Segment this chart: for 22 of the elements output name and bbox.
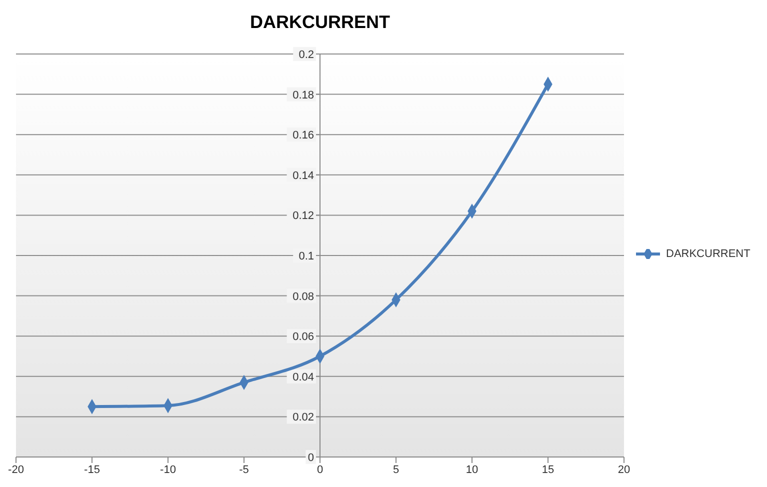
y-tick-label: 0.06 (292, 331, 314, 344)
x-tick-label: -10 (160, 464, 176, 476)
x-tick-label: 10 (466, 464, 478, 476)
x-tick-label: -20 (8, 464, 24, 476)
y-tick-label: 0.12 (292, 210, 314, 222)
y-tick-label: 0.2 (298, 49, 314, 61)
x-tick-label: 20 (618, 464, 630, 476)
x-tick-label: 0 (316, 464, 324, 476)
y-tick-label: 0.02 (292, 412, 314, 424)
y-tick-label: 0 (308, 452, 314, 464)
x-tick-label: 5 (392, 464, 400, 476)
y-tick-label: 0.16 (292, 130, 314, 142)
x-tick-label: 15 (542, 464, 554, 476)
y-tick-label: 0.04 (292, 371, 314, 384)
x-tick-label: -15 (84, 464, 100, 476)
chart-title: DARKCURRENT (249, 12, 391, 33)
legend-label: DARKCURRENT (666, 248, 750, 260)
y-tick-label: 0.14 (292, 170, 314, 182)
x-tick-label: -5 (239, 464, 249, 476)
y-tick-label: 0.18 (292, 89, 314, 102)
y-tick-label: 0.1 (298, 250, 314, 262)
y-tick-label: 0.08 (292, 290, 314, 303)
